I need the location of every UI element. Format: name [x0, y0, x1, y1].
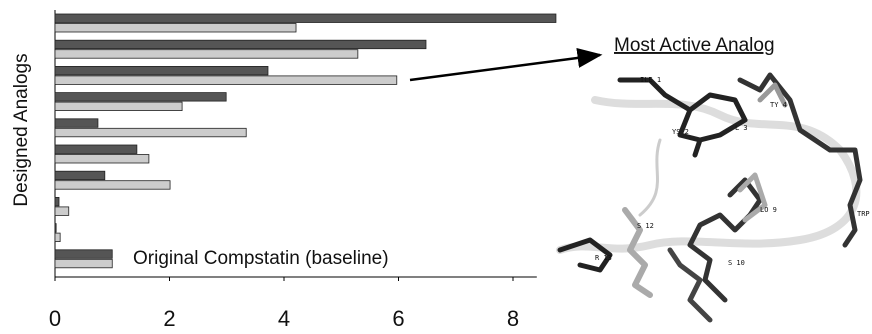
most-active-annotation: Most Active Analog	[614, 35, 775, 56]
residue-label: TY 4	[770, 101, 787, 109]
x-tick-label: 0	[49, 306, 61, 331]
bar	[55, 40, 426, 49]
bar	[55, 233, 60, 242]
bar	[55, 119, 98, 128]
bar	[55, 93, 226, 102]
residue-label: R 13	[595, 254, 612, 262]
arrow	[410, 55, 600, 80]
bar	[55, 128, 246, 137]
bar	[55, 207, 69, 216]
bar	[55, 259, 112, 268]
baseline-annotation: Original Compstatin (baseline)	[133, 248, 389, 269]
x-tick-label: 4	[278, 306, 290, 331]
bar	[55, 197, 59, 206]
residue-label: TRP	[857, 210, 870, 218]
bar	[55, 50, 358, 59]
molecule	[560, 75, 860, 320]
bar	[55, 171, 105, 180]
bar	[55, 250, 112, 258]
bar	[55, 181, 170, 190]
residue-label: YS 2	[672, 128, 689, 136]
bar	[55, 76, 397, 85]
residue-label: ILE 1	[640, 76, 661, 84]
x-tick-label: 6	[392, 306, 404, 331]
bar	[55, 224, 56, 233]
bar	[55, 102, 182, 111]
residue-label: S 10	[728, 259, 745, 267]
chart: Designed Analogs 0 2 4 6 8 Original Compstati…	[0, 0, 872, 334]
bar	[55, 24, 296, 33]
x-tick-label: 2	[163, 306, 175, 331]
bar	[55, 145, 137, 154]
residue-label: L 3	[735, 124, 748, 132]
residue-label: LO 9	[760, 206, 777, 214]
y-axis-label: Designed Analogs	[11, 53, 32, 206]
bar	[55, 155, 149, 164]
bar	[55, 66, 268, 75]
residue-label: S 12	[637, 222, 654, 230]
x-tick-label: 8	[507, 306, 519, 331]
bar	[55, 14, 556, 23]
